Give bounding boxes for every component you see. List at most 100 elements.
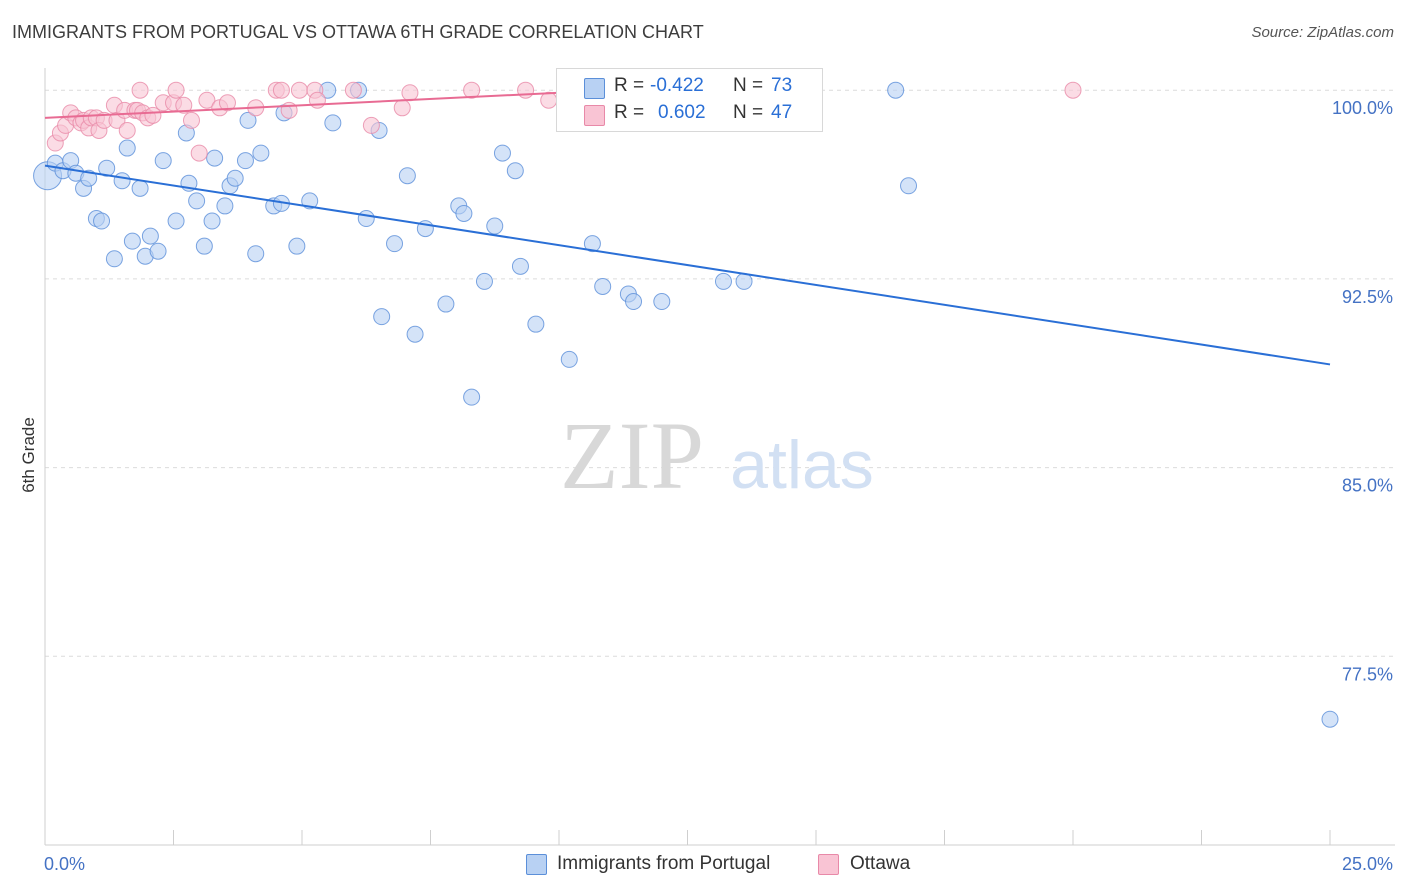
portugal-point <box>437 295 455 313</box>
legend-r-label: R = <box>614 102 645 123</box>
grid-lines <box>45 89 1395 657</box>
series-legend-swatch-ottawa <box>818 854 839 875</box>
ottawa-point <box>190 144 208 162</box>
portugal-point <box>560 350 578 368</box>
ottawa-point <box>344 81 362 99</box>
legend-n-label: N = <box>733 75 764 96</box>
portugal-point <box>373 308 391 326</box>
legend-r-value-ottawa: 0.602 <box>658 102 706 123</box>
portugal-point <box>203 212 221 230</box>
ottawa-point <box>463 81 481 99</box>
ottawa-point <box>401 84 419 102</box>
y-tick-label: 85.0% <box>1342 476 1393 496</box>
portugal-point <box>239 111 257 129</box>
portugal-point <box>475 272 493 290</box>
portugal-point <box>113 172 131 190</box>
ottawa-point <box>175 96 193 114</box>
ottawa-point <box>131 81 149 99</box>
axes <box>44 68 1395 846</box>
legend-n-label: N = <box>733 102 764 123</box>
watermark-zip: ZIP <box>560 402 704 509</box>
portugal-point <box>887 81 905 99</box>
portugal-point <box>226 169 244 187</box>
watermark: ZIP atlas <box>560 402 874 509</box>
series-legend-label-ottawa: Ottawa <box>850 853 911 874</box>
portugal-point <box>301 192 319 210</box>
portugal-point <box>625 293 643 311</box>
portugal-point <box>236 152 254 170</box>
ottawa-point <box>144 106 162 124</box>
ottawa-point <box>167 81 185 99</box>
portugal-point <box>527 315 545 333</box>
portugal-point <box>149 242 167 260</box>
series-legend-swatch-portugal <box>526 854 547 875</box>
portugal-point <box>195 237 213 255</box>
ottawa-point <box>1064 81 1082 99</box>
portugal-point <box>247 245 265 263</box>
portugal-point <box>167 212 185 230</box>
portugal-point <box>506 162 524 180</box>
portugal-point <box>288 237 306 255</box>
portugal-point <box>735 272 753 290</box>
portugal-point <box>486 217 504 235</box>
y-tick-label: 77.5% <box>1342 664 1393 684</box>
source-label: Source: ZipAtlas.com <box>1251 24 1394 41</box>
y-tick-label: 92.5% <box>1342 287 1393 307</box>
legend-r-value-portugal: -0.422 <box>650 75 704 96</box>
ottawa-point <box>198 91 216 109</box>
legend-r-label: R = <box>614 75 645 96</box>
series-legend-label-portugal: Immigrants from Portugal <box>557 853 771 874</box>
portugal-point <box>455 204 473 222</box>
portugal-point <box>80 169 98 187</box>
x-tick-label: 25.0% <box>1342 854 1393 874</box>
portugal-point <box>398 167 416 185</box>
portugal-point <box>154 152 172 170</box>
portugal-point <box>141 227 159 245</box>
chart-title: IMMIGRANTS FROM PORTUGAL VS OTTAWA 6TH G… <box>12 22 704 42</box>
portugal-point <box>386 235 404 253</box>
portugal-point <box>583 235 601 253</box>
portugal-point <box>594 277 612 295</box>
ottawa-point <box>308 91 326 109</box>
ottawa-point <box>290 81 308 99</box>
portugal-point <box>714 272 732 290</box>
ottawa-point <box>540 91 558 109</box>
portugal-point <box>1321 710 1339 728</box>
tick-labels: 100.0% 92.5% 85.0% 77.5% 0.0% 25.0% <box>44 98 1393 874</box>
portugal-trend-line <box>44 164 1331 366</box>
portugal-point <box>252 144 270 162</box>
portugal-point <box>123 232 141 250</box>
portugal-point <box>406 325 424 343</box>
portugal-point <box>653 293 671 311</box>
series-legend: Immigrants from Portugal Ottawa <box>0 852 1406 880</box>
legend-swatch-portugal <box>584 78 605 99</box>
portugal-point <box>511 257 529 275</box>
ottawa-point <box>182 111 200 129</box>
portugal-point <box>93 212 111 230</box>
portugal-point <box>118 139 136 157</box>
portugal-point <box>188 192 206 210</box>
portugal-point <box>463 388 481 406</box>
portugal-point <box>105 250 123 268</box>
ottawa-point <box>118 121 136 139</box>
portugal-point <box>324 114 342 132</box>
portugal-point <box>493 144 511 162</box>
portugal-point <box>900 177 918 195</box>
portugal-point <box>216 197 234 215</box>
x-tick-label: 0.0% <box>44 854 85 874</box>
y-axis-label: 6th Grade <box>19 417 38 493</box>
portugal-point <box>131 179 149 197</box>
ottawa-point <box>218 94 236 112</box>
y-tick-label: 100.0% <box>1332 98 1393 118</box>
ottawa-point <box>362 116 380 134</box>
ottawa-point <box>393 99 411 117</box>
ottawa-point <box>517 81 535 99</box>
legend-n-value-portugal: 73 <box>771 75 793 96</box>
portugal-point <box>206 149 224 167</box>
legend-swatch-ottawa <box>584 105 605 126</box>
correlation-legend: R = -0.422 N = 73 R = 0.602 N = 47 <box>556 68 823 132</box>
watermark-atlas: atlas <box>730 427 874 503</box>
portugal-point <box>357 210 375 228</box>
legend-n-value-ottawa: 47 <box>771 102 793 123</box>
